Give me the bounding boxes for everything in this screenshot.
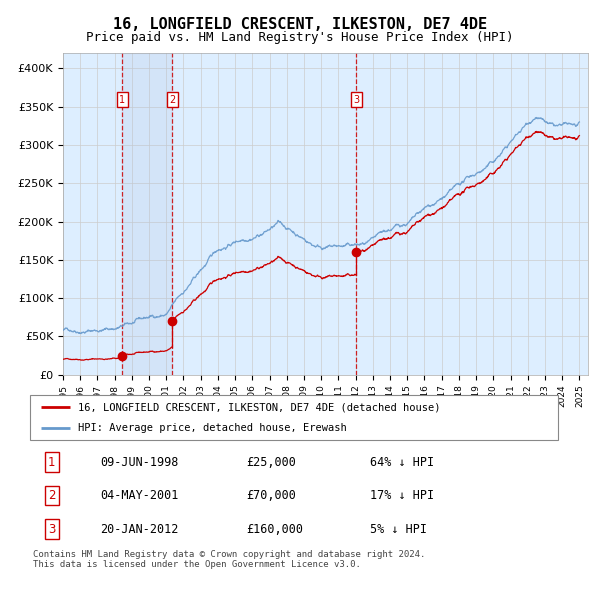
Text: 09-JUN-1998: 09-JUN-1998 xyxy=(100,455,179,468)
Text: 2: 2 xyxy=(169,95,175,104)
Text: 2: 2 xyxy=(48,489,55,502)
Bar xyxy=(122,53,172,375)
Text: 04-MAY-2001: 04-MAY-2001 xyxy=(100,489,179,502)
Text: 3: 3 xyxy=(353,95,359,104)
Text: 1: 1 xyxy=(48,455,55,468)
Text: £160,000: £160,000 xyxy=(246,523,303,536)
Text: HPI: Average price, detached house, Erewash: HPI: Average price, detached house, Erew… xyxy=(77,422,346,432)
FancyBboxPatch shape xyxy=(30,395,558,440)
Text: 20-JAN-2012: 20-JAN-2012 xyxy=(100,523,179,536)
Text: £25,000: £25,000 xyxy=(246,455,296,468)
Text: 1: 1 xyxy=(119,95,125,104)
Text: 3: 3 xyxy=(48,523,55,536)
Text: 16, LONGFIELD CRESCENT, ILKESTON, DE7 4DE: 16, LONGFIELD CRESCENT, ILKESTON, DE7 4D… xyxy=(113,17,487,31)
Text: 17% ↓ HPI: 17% ↓ HPI xyxy=(370,489,434,502)
Text: £70,000: £70,000 xyxy=(246,489,296,502)
Text: Price paid vs. HM Land Registry's House Price Index (HPI): Price paid vs. HM Land Registry's House … xyxy=(86,31,514,44)
Text: 5% ↓ HPI: 5% ↓ HPI xyxy=(370,523,427,536)
Text: 64% ↓ HPI: 64% ↓ HPI xyxy=(370,455,434,468)
Text: 16, LONGFIELD CRESCENT, ILKESTON, DE7 4DE (detached house): 16, LONGFIELD CRESCENT, ILKESTON, DE7 4D… xyxy=(77,402,440,412)
Text: Contains HM Land Registry data © Crown copyright and database right 2024.
This d: Contains HM Land Registry data © Crown c… xyxy=(33,550,425,569)
